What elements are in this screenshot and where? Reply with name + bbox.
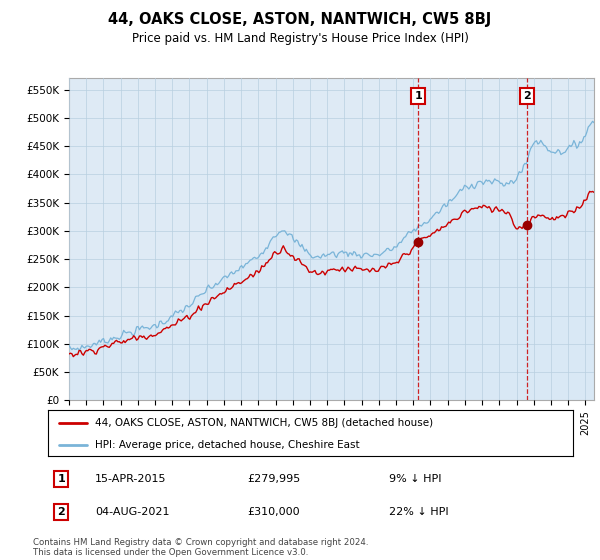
Text: 15-APR-2015: 15-APR-2015 [95,474,167,484]
Text: 44, OAKS CLOSE, ASTON, NANTWICH, CW5 8BJ (detached house): 44, OAKS CLOSE, ASTON, NANTWICH, CW5 8BJ… [95,418,433,428]
Text: 04-AUG-2021: 04-AUG-2021 [95,507,170,517]
Text: Price paid vs. HM Land Registry's House Price Index (HPI): Price paid vs. HM Land Registry's House … [131,32,469,45]
Text: 44, OAKS CLOSE, ASTON, NANTWICH, CW5 8BJ: 44, OAKS CLOSE, ASTON, NANTWICH, CW5 8BJ [109,12,491,27]
Text: 2: 2 [57,507,65,517]
Text: 9% ↓ HPI: 9% ↓ HPI [389,474,442,484]
Text: 1: 1 [415,91,422,101]
Text: £310,000: £310,000 [248,507,300,517]
Text: 2: 2 [523,91,530,101]
Text: 22% ↓ HPI: 22% ↓ HPI [389,507,449,517]
Text: Contains HM Land Registry data © Crown copyright and database right 2024.
This d: Contains HM Land Registry data © Crown c… [33,538,368,557]
Text: HPI: Average price, detached house, Cheshire East: HPI: Average price, detached house, Ches… [95,440,360,450]
Text: £279,995: £279,995 [248,474,301,484]
Text: 1: 1 [57,474,65,484]
